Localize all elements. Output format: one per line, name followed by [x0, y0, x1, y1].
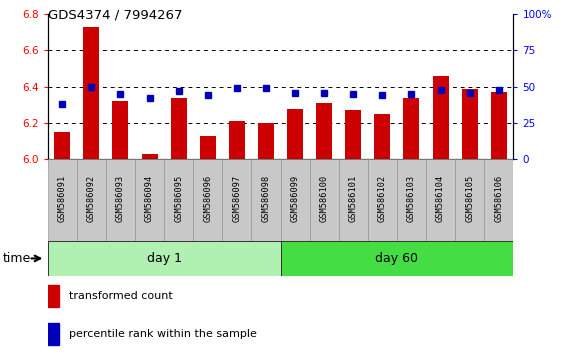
Bar	[48, 285, 59, 307]
Text: GSM586098: GSM586098	[261, 175, 270, 222]
Bar	[484, 159, 513, 241]
Bar	[229, 121, 245, 159]
Bar	[135, 159, 164, 241]
Text: percentile rank within the sample: percentile rank within the sample	[68, 329, 256, 339]
Text: GDS4374 / 7994267: GDS4374 / 7994267	[48, 9, 182, 22]
Bar	[258, 123, 274, 159]
Text: GSM586101: GSM586101	[349, 175, 358, 222]
Text: GSM586097: GSM586097	[232, 175, 241, 222]
Bar	[280, 241, 513, 276]
Bar	[54, 132, 70, 159]
Text: GSM586096: GSM586096	[203, 175, 212, 222]
Bar	[171, 98, 187, 159]
Bar	[84, 27, 99, 159]
Text: day 1: day 1	[146, 252, 182, 265]
Bar	[462, 88, 477, 159]
Text: GSM586104: GSM586104	[436, 175, 445, 222]
Bar	[222, 159, 251, 241]
Text: GSM586092: GSM586092	[87, 175, 96, 222]
Bar	[316, 103, 332, 159]
Bar	[48, 241, 280, 276]
Text: GSM586102: GSM586102	[378, 175, 387, 222]
Bar	[112, 101, 128, 159]
Text: GSM586093: GSM586093	[116, 175, 125, 222]
Text: GSM586099: GSM586099	[291, 175, 300, 222]
Text: day 60: day 60	[375, 252, 419, 265]
Bar	[141, 154, 158, 159]
Bar	[164, 159, 193, 241]
Bar	[433, 76, 449, 159]
Bar	[193, 159, 222, 241]
Bar	[397, 159, 426, 241]
Text: GSM586105: GSM586105	[465, 175, 474, 222]
Text: time: time	[3, 252, 31, 265]
Text: GSM586094: GSM586094	[145, 175, 154, 222]
Bar	[280, 159, 310, 241]
Bar	[287, 108, 303, 159]
Bar	[48, 323, 59, 345]
Bar	[426, 159, 455, 241]
Text: GSM586091: GSM586091	[58, 175, 67, 222]
Text: GSM586100: GSM586100	[320, 175, 329, 222]
Bar	[491, 92, 507, 159]
Bar	[310, 159, 339, 241]
Bar	[374, 114, 390, 159]
Bar	[345, 110, 361, 159]
Bar	[251, 159, 280, 241]
Bar	[339, 159, 368, 241]
Bar	[200, 136, 216, 159]
Text: transformed count: transformed count	[68, 291, 172, 301]
Bar	[455, 159, 484, 241]
Text: GSM586106: GSM586106	[494, 175, 503, 222]
Bar	[48, 159, 77, 241]
Bar	[368, 159, 397, 241]
Text: GSM586103: GSM586103	[407, 175, 416, 222]
Bar	[106, 159, 135, 241]
Bar	[403, 98, 420, 159]
Text: GSM586095: GSM586095	[174, 175, 183, 222]
Bar	[77, 159, 106, 241]
